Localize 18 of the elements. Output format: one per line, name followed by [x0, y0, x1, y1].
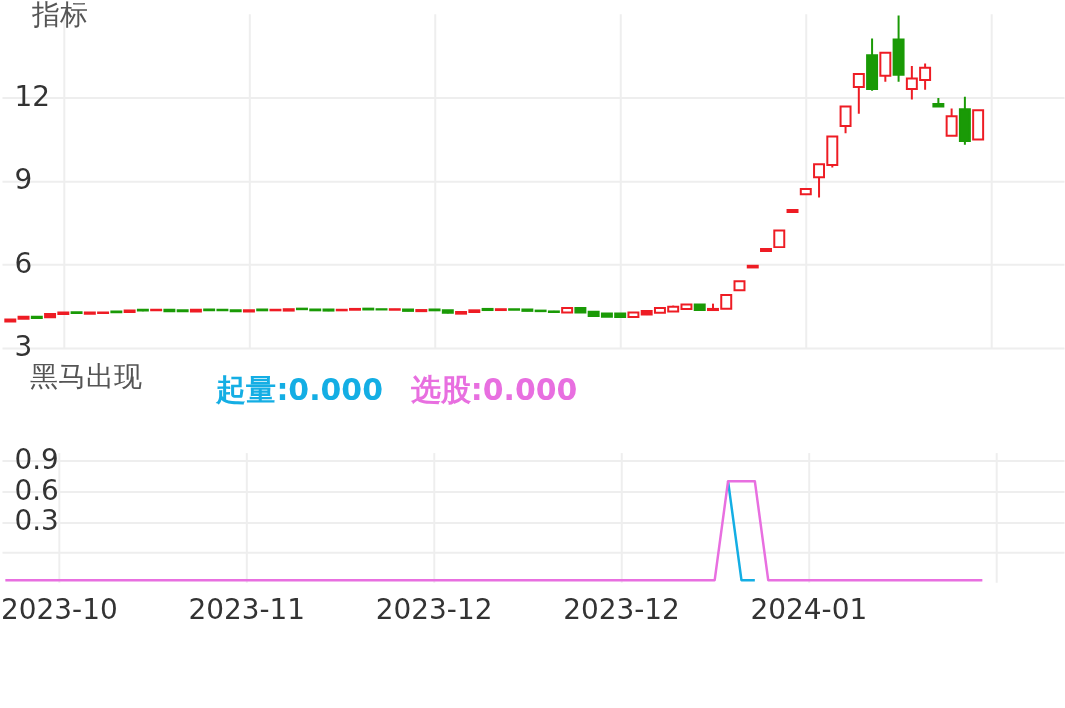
chart-title: 黑马出现 — [30, 359, 143, 393]
x-tick-label: 2024-01 — [750, 592, 868, 626]
y-tick-label: 9 — [14, 163, 33, 197]
x-tick-label: 2023-10 — [1, 592, 118, 626]
chart-title: 指标 — [30, 0, 88, 31]
x-tick-label: 2023-12 — [375, 592, 493, 626]
y-tick-label: 12 — [14, 79, 50, 113]
x-tick-label: 2023-11 — [188, 592, 306, 626]
candlestick — [839, 105, 852, 135]
candlestick — [879, 51, 892, 83]
candlestick — [852, 72, 865, 115]
text: 选股:0.000 — [409, 371, 578, 407]
y-tick-label: 3 — [14, 330, 33, 364]
y-tick-label: 6 — [14, 246, 33, 280]
candlestick — [945, 107, 958, 137]
y-tick-label: 0.3 — [14, 504, 59, 538]
text: 起量:0.000 — [215, 371, 383, 407]
x-tick-label: 2023-12 — [563, 592, 680, 626]
